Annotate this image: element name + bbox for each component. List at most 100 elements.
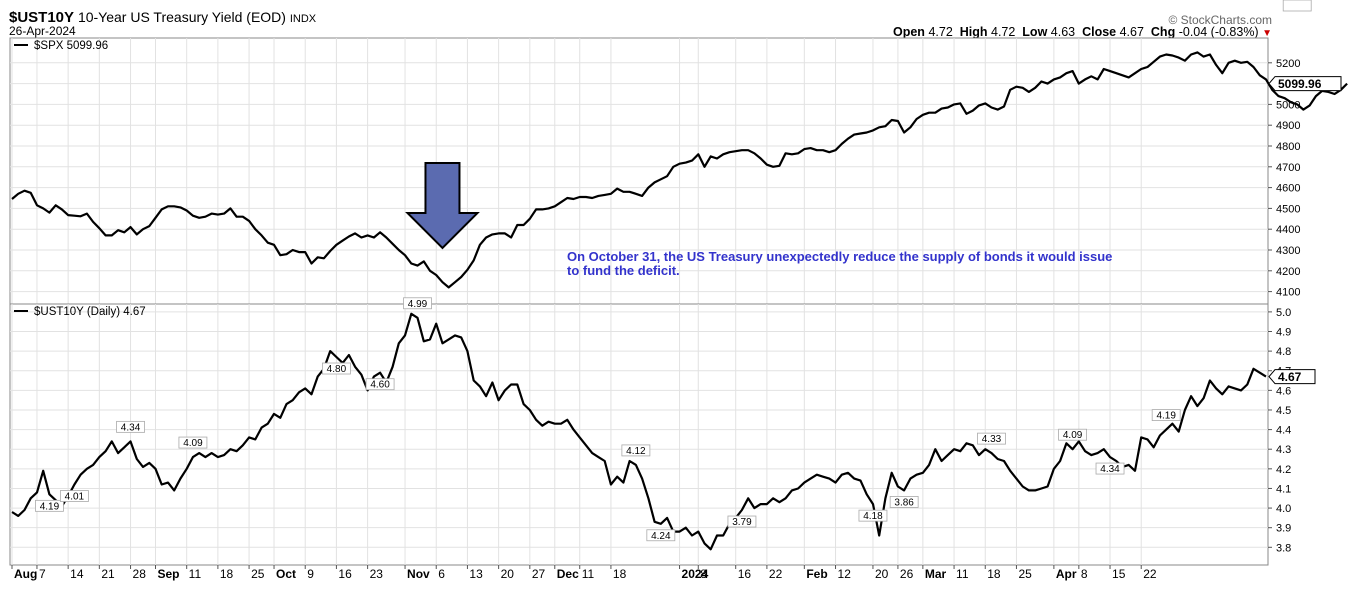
point-label-text: 4.34 [1100, 464, 1120, 475]
y-tick-label: 4.0 [1276, 503, 1291, 515]
close-value: 4.67 [1119, 25, 1144, 39]
x-tick-label: Dec [557, 567, 579, 581]
open-value: 4.72 [928, 25, 953, 39]
x-tick-label: 12 [838, 567, 852, 581]
point-label-box [858, 509, 888, 522]
close-label: Close [1082, 25, 1117, 39]
y-tick-label: 5200 [1276, 58, 1300, 70]
x-tick-label: Oct [276, 567, 296, 581]
chart-date: 26-Apr-2024 [9, 24, 76, 38]
x-tick-label: Apr [1056, 567, 1077, 581]
y-tick-label: 4400 [1276, 224, 1300, 236]
point-label-text: 4.34 [121, 422, 141, 433]
last-value-box [1268, 369, 1316, 385]
x-tick-label: Sep [157, 567, 179, 581]
point-label-text: 4.71 [1287, 0, 1307, 3]
point-label-box [621, 444, 651, 457]
x-tick-label: 20 [501, 567, 515, 581]
point-label-box [59, 490, 89, 502]
x-tick-label: 7 [39, 567, 46, 581]
x-tick-label: 11 [582, 567, 595, 581]
legend-label: $UST10Y (Daily) 4.67 [34, 306, 146, 318]
x-tick-label: 27 [532, 567, 546, 581]
down-arrow-icon [405, 162, 480, 250]
symbol: $UST10Y [9, 9, 75, 26]
x-tick-label: 16 [738, 567, 752, 581]
x-tick-label: 11 [956, 567, 969, 581]
y-tick-label: 4500 [1276, 203, 1300, 215]
last-value-box [1268, 76, 1342, 92]
point-label-box [1058, 428, 1087, 441]
point-label-box [365, 378, 395, 391]
point-label: 3.86 [889, 496, 919, 508]
ust10y-line [11, 312, 1267, 551]
y-tick-label: 4700 [1276, 162, 1300, 174]
point-label: 4.19 [35, 499, 64, 512]
legend-label: $SPX 5099.96 [34, 40, 108, 52]
ust10y-panel: 3.83.94.04.14.24.34.44.54.64.74.84.95.0$… [9, 303, 1316, 566]
point-label-box [322, 362, 351, 375]
y-tick-label: 4300 [1276, 245, 1300, 257]
y-tick-label: 4.2 [1276, 464, 1291, 476]
point-label-text: 4.09 [1063, 430, 1083, 441]
x-tick-label: 15 [1112, 567, 1126, 581]
chg-value: -0.04 (-0.83%) [1178, 25, 1259, 39]
point-label: 4.71 [1282, 0, 1312, 12]
point-label-text: 4.33 [982, 434, 1002, 445]
y-tick-label: 4.8 [1276, 346, 1291, 358]
x-tick-label: 18 [987, 567, 1001, 581]
point-label: 4.34 [1095, 462, 1125, 475]
y-tick-label: 4600 [1276, 183, 1300, 195]
point-label: 4.80 [322, 362, 351, 375]
x-tick-label: 25 [251, 567, 265, 581]
chart-title: $UST10Y 10-Year US Treasury Yield (EOD) … [9, 9, 316, 26]
x-tick-label: 14 [70, 567, 84, 581]
x-tick-label: 18 [613, 567, 627, 581]
point-label-text: 4.19 [40, 501, 60, 512]
x-tick-label: 2024 [682, 567, 709, 581]
chg-label: Chg [1150, 25, 1176, 39]
symbol-description: 10-Year US Treasury Yield (EOD) [77, 9, 286, 25]
point-label-box [1095, 462, 1125, 475]
point-label-text: 4.80 [327, 364, 347, 375]
x-tick-label: 25 [1018, 567, 1032, 581]
point-label-text: 4.09 [183, 438, 203, 449]
x-tick-label: 21 [101, 567, 115, 581]
point-label-text: 4.01 [65, 492, 85, 503]
y-tick-label: 5.0 [1276, 307, 1291, 319]
x-tick-label: 26 [900, 567, 914, 581]
y-tick-label: 4.4 [1276, 425, 1291, 437]
y-tick-label: 4.6 [1276, 385, 1291, 397]
x-tick-label: Feb [806, 567, 827, 581]
last-value-tag: 5099.96 [1268, 76, 1342, 92]
arrow-shape [405, 162, 480, 250]
x-tick-label: 8 [700, 567, 707, 581]
x-tick-label: 9 [307, 567, 314, 581]
down-triangle-icon: ▼ [1262, 28, 1272, 39]
y-tick-label: 4800 [1276, 141, 1300, 153]
point-label: 4.99 [403, 297, 432, 310]
low-label: Low [1022, 25, 1048, 39]
point-label: 4.09 [1058, 428, 1087, 441]
x-tick-label: 22 [769, 567, 783, 581]
last-value-label: 5099.96 [1278, 77, 1322, 91]
y-tick-label: 4.3 [1276, 444, 1291, 456]
point-label-text: 4.12 [626, 446, 646, 457]
ohlc-readout: Open 4.72 High 4.72 Low 4.63 Close 4.67 … [893, 25, 1272, 39]
high-label: High [959, 25, 988, 39]
exchange: INDX [289, 13, 317, 25]
y-tick-label: 4.1 [1276, 483, 1291, 495]
x-tick-label: 23 [370, 567, 384, 581]
point-label: 4.09 [178, 436, 208, 449]
spx-panel: 4100420043004400450046004700480049005000… [9, 37, 1348, 305]
point-label-text: 4.19 [1156, 411, 1176, 422]
open-label: Open [893, 25, 925, 39]
point-label-box [403, 297, 432, 310]
x-tick-label: Nov [407, 567, 430, 581]
x-tick-label: 22 [1143, 567, 1157, 581]
x-tick-label: 28 [133, 567, 147, 581]
point-label: 4.01 [59, 490, 89, 503]
point-label-box [727, 515, 757, 528]
point-label-text: 4.60 [370, 380, 390, 391]
x-tick-label: 20 [875, 567, 889, 581]
